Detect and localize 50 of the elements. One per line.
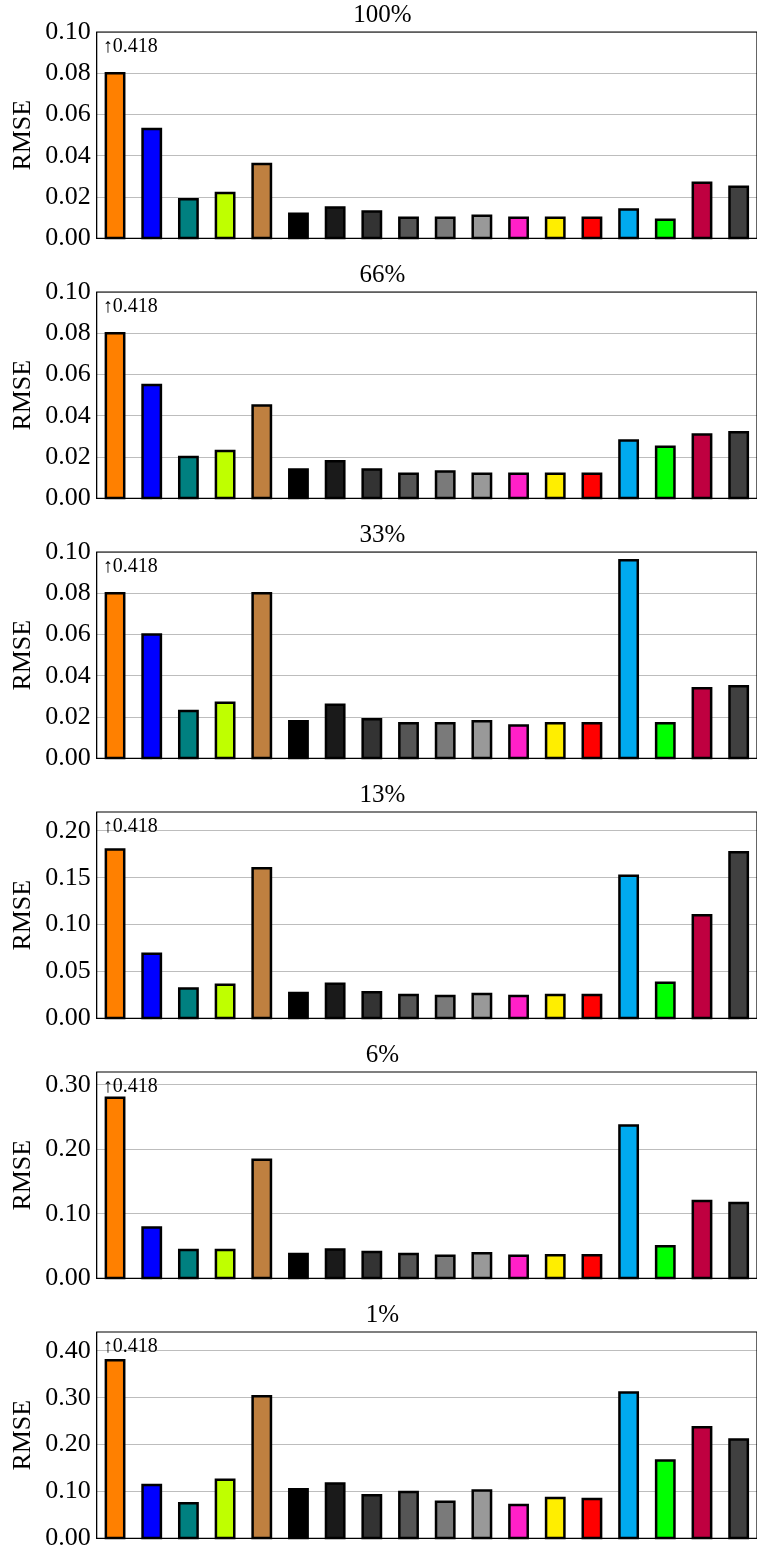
y-tick-label: 0.06 <box>45 98 91 128</box>
y-axis-title: RMSE <box>7 879 37 951</box>
y-tick-label: 0.04 <box>45 659 91 689</box>
y-tick-label: 0.10 <box>45 535 91 565</box>
chart-title: 66% <box>359 259 406 287</box>
y-tick-label: 0.00 <box>45 1002 91 1032</box>
y-axis-title: RMSE <box>7 99 37 171</box>
y-tick-label: 0.08 <box>45 577 91 607</box>
y-tick-label: 0.20 <box>45 814 91 844</box>
y-tick-label: 0.20 <box>45 1133 91 1163</box>
chart-title: 13% <box>359 779 406 807</box>
chart-title: 100% <box>353 0 412 27</box>
y-tick-label: 0.02 <box>45 440 91 470</box>
y-tick-label: 0.10 <box>45 15 91 45</box>
y-tick-label: 0.00 <box>45 1262 91 1292</box>
y-axis-title: RMSE <box>7 359 37 431</box>
y-tick-label: 0.30 <box>45 1068 91 1098</box>
y-tick-label: 0.00 <box>45 742 91 772</box>
y-tick-label: 0.15 <box>45 861 91 891</box>
y-tick-label: 0.06 <box>45 358 91 388</box>
y-tick-label: 0.20 <box>45 1428 91 1458</box>
annotation: ↑0.418 <box>102 1074 158 1097</box>
y-tick-label: 0.10 <box>45 1475 91 1505</box>
chart-title: 1% <box>365 1299 400 1327</box>
y-axis-title: RMSE <box>7 619 37 691</box>
y-axis-title: RMSE <box>7 1139 37 1211</box>
annotation: ↑0.418 <box>102 1334 158 1357</box>
chart-title: 33% <box>359 519 406 547</box>
y-tick-label: 0.05 <box>45 955 91 985</box>
y-tick-label: 0.04 <box>45 139 91 169</box>
y-tick-label: 0.08 <box>45 57 91 87</box>
annotation: ↑0.418 <box>102 34 158 57</box>
y-tick-label: 0.10 <box>45 908 91 938</box>
y-tick-label: 0.10 <box>45 275 91 305</box>
y-tick-label: 0.30 <box>45 1381 91 1411</box>
annotation: ↑0.418 <box>102 294 158 317</box>
chart-title: 6% <box>365 1039 400 1067</box>
y-axis-title: RMSE <box>7 1399 37 1471</box>
annotation: ↑0.418 <box>102 814 158 837</box>
y-tick-label: 0.00 <box>45 222 91 252</box>
y-tick-label: 0.10 <box>45 1197 91 1227</box>
y-tick-label: 0.00 <box>45 1522 91 1552</box>
y-tick-label: 0.06 <box>45 618 91 648</box>
y-tick-label: 0.40 <box>45 1334 91 1364</box>
y-tick-label: 0.08 <box>45 317 91 347</box>
y-tick-label: 0.04 <box>45 399 91 429</box>
y-tick-label: 0.00 <box>45 482 91 512</box>
y-tick-label: 0.02 <box>45 700 91 730</box>
y-tick-label: 0.02 <box>45 180 91 210</box>
annotation: ↑0.418 <box>102 554 158 577</box>
